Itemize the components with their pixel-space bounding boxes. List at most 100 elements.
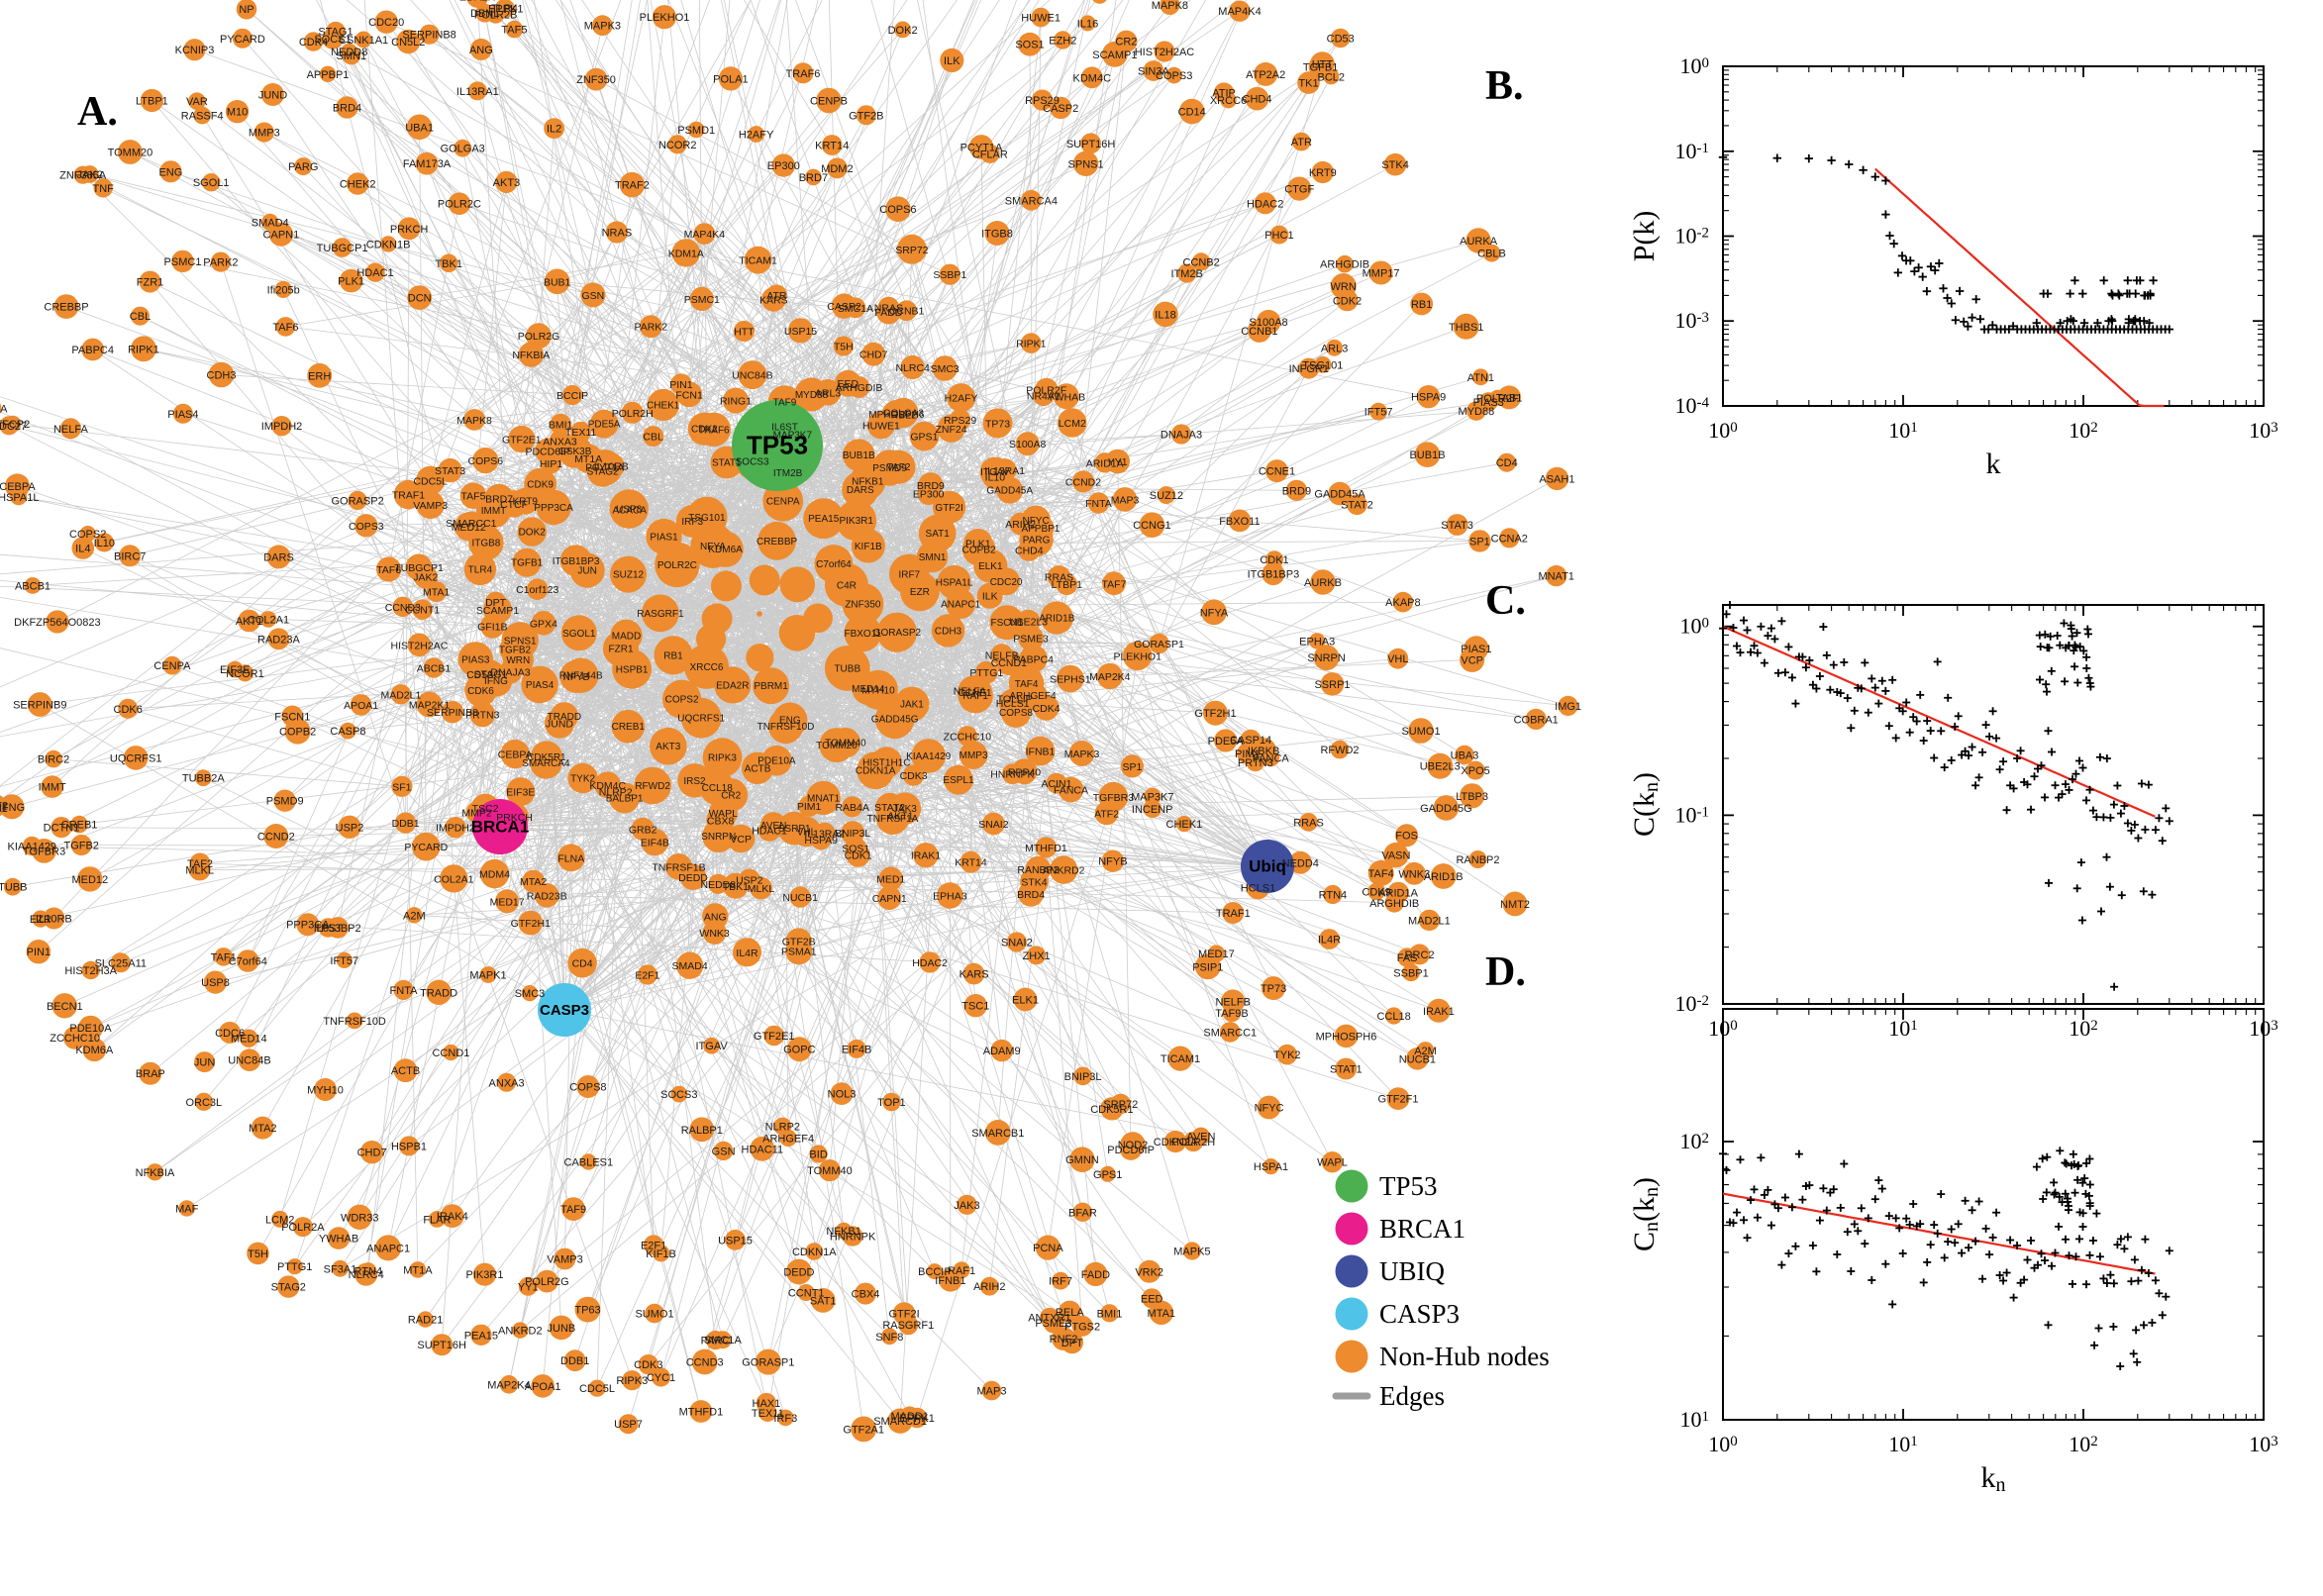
- svg-text:ITGAV: ITGAV: [980, 467, 1010, 478]
- svg-text:MAP4K4: MAP4K4: [684, 229, 726, 241]
- svg-text:CDK2: CDK2: [1333, 295, 1362, 307]
- svg-text:MAPK5: MAPK5: [1173, 1247, 1210, 1258]
- svg-text:ITGAV: ITGAV: [695, 1041, 728, 1052]
- svg-text:CTGF: CTGF: [1284, 184, 1314, 196]
- svg-text:ACACA: ACACA: [612, 505, 647, 516]
- svg-text:JUN: JUN: [577, 566, 596, 577]
- svg-text:MYH10: MYH10: [307, 1085, 344, 1097]
- svg-text:BMI1: BMI1: [549, 420, 573, 432]
- svg-text:NFYA: NFYA: [1200, 607, 1229, 619]
- svg-text:NFYB: NFYB: [563, 672, 590, 683]
- svg-text:CREBBP: CREBBP: [44, 302, 88, 314]
- svg-text:JUND: JUND: [258, 90, 287, 102]
- svg-text:MTA1: MTA1: [423, 587, 450, 599]
- svg-text:S100A8: S100A8: [1009, 439, 1047, 450]
- svg-text:PIM1: PIM1: [1235, 748, 1261, 760]
- svg-text:ITGB1BP3: ITGB1BP3: [553, 556, 600, 567]
- svg-text:GPS1: GPS1: [1093, 1169, 1122, 1181]
- svg-text:PSMD1: PSMD1: [677, 125, 715, 137]
- svg-text:CCNE1: CCNE1: [1259, 466, 1295, 478]
- svg-text:IL16: IL16: [1077, 18, 1098, 30]
- svg-text:NEDD8: NEDD8: [331, 47, 367, 58]
- svg-text:POLR2C: POLR2C: [657, 560, 697, 571]
- svg-text:HUWE1: HUWE1: [862, 420, 900, 432]
- svg-text:IL18: IL18: [1155, 309, 1175, 321]
- svg-text:BUB1B: BUB1B: [843, 450, 875, 461]
- svg-text:SUZ12: SUZ12: [1150, 490, 1183, 502]
- svg-text:BRCA1: BRCA1: [471, 818, 530, 837]
- svg-text:IL6ST: IL6ST: [314, 923, 344, 935]
- svg-text:DDB1: DDB1: [392, 818, 420, 830]
- svg-text:USP15: USP15: [718, 1235, 753, 1247]
- svg-text:KIAA1429: KIAA1429: [906, 751, 951, 762]
- svg-text:NLRC4: NLRC4: [349, 1269, 384, 1281]
- svg-text:IMPDH2: IMPDH2: [261, 421, 303, 433]
- svg-text:TOMM40: TOMM40: [825, 739, 866, 749]
- svg-text:CDKN1A: CDKN1A: [792, 1247, 837, 1258]
- svg-text:PPP3CA: PPP3CA: [534, 503, 573, 514]
- svg-text:DKFZP564O0823: DKFZP564O0823: [14, 617, 100, 629]
- svg-text:CCNT1: CCNT1: [405, 605, 440, 617]
- svg-text:POLR2F: POLR2F: [1476, 393, 1519, 405]
- svg-text:CDH3: CDH3: [207, 370, 237, 382]
- svg-text:APOA1: APOA1: [344, 700, 378, 712]
- svg-text:HCLS1: HCLS1: [1241, 882, 1275, 894]
- svg-text:GRB2: GRB2: [629, 824, 657, 836]
- svg-text:TOMM40: TOMM40: [807, 1165, 853, 1177]
- svg-text:TOP1: TOP1: [877, 1097, 906, 1109]
- svg-text:BCCIP: BCCIP: [918, 1266, 952, 1278]
- svg-text:VHL: VHL: [1387, 653, 1408, 665]
- svg-text:CDK9: CDK9: [527, 480, 554, 491]
- svg-text:PEA15: PEA15: [808, 514, 840, 525]
- svg-text:PLEKHO1: PLEKHO1: [1113, 650, 1162, 662]
- svg-text:PHC1: PHC1: [1264, 230, 1293, 242]
- svg-text:GORASP1: GORASP1: [1134, 639, 1184, 650]
- svg-text:UQCRFS1: UQCRFS1: [110, 752, 162, 764]
- svg-text:HDAC1: HDAC1: [356, 267, 393, 279]
- svg-text:CHD7: CHD7: [357, 1147, 387, 1159]
- svg-text:MTA1: MTA1: [1148, 1308, 1176, 1320]
- svg-text:GTF2I: GTF2I: [889, 1309, 920, 1321]
- svg-text:CCL18: CCL18: [702, 783, 734, 794]
- svg-text:HNRNPK: HNRNPK: [830, 1232, 876, 1244]
- svg-text:ITGB1BP3: ITGB1BP3: [1248, 569, 1300, 581]
- svg-text:CCND2: CCND2: [1065, 476, 1101, 488]
- svg-text:CBL: CBL: [643, 432, 663, 444]
- svg-text:UNC84B: UNC84B: [732, 370, 772, 382]
- svg-text:TAF9: TAF9: [560, 1204, 586, 1216]
- svg-text:CASP2: CASP2: [827, 301, 861, 313]
- svg-text:BECN1: BECN1: [47, 1001, 83, 1013]
- svg-text:CASP8: CASP8: [330, 726, 365, 738]
- svg-text:PSMD9: PSMD9: [266, 796, 304, 808]
- svg-text:PSMD9: PSMD9: [872, 463, 907, 474]
- svg-text:APOA1: APOA1: [525, 1381, 561, 1393]
- svg-text:LCM2: LCM2: [265, 1214, 294, 1226]
- svg-text:PTTG1: PTTG1: [277, 1261, 312, 1273]
- svg-text:CDK5R1: CDK5R1: [527, 752, 566, 763]
- svg-text:TAF5: TAF5: [501, 25, 527, 37]
- svg-text:ANXA3: ANXA3: [489, 1077, 525, 1089]
- svg-text:SGOL1: SGOL1: [193, 177, 230, 189]
- svg-text:ELK1: ELK1: [978, 561, 1003, 572]
- svg-text:AURKA: AURKA: [1460, 236, 1498, 248]
- svg-text:TSG101: TSG101: [1302, 359, 1343, 371]
- svg-text:SOCS3: SOCS3: [660, 1089, 697, 1101]
- svg-text:MAPK3: MAPK3: [1064, 748, 1100, 760]
- svg-text:GOLGA3: GOLGA3: [441, 144, 485, 155]
- svg-text:MED17: MED17: [490, 896, 525, 908]
- svg-text:AKT3: AKT3: [656, 742, 680, 752]
- svg-text:TAF6: TAF6: [376, 564, 401, 576]
- svg-text:RASGRF1: RASGRF1: [882, 1320, 934, 1332]
- svg-text:CD4: CD4: [572, 958, 593, 970]
- svg-text:RIPK3: RIPK3: [708, 753, 737, 764]
- svg-text:BALBP1: BALBP1: [606, 793, 644, 804]
- svg-text:SPNS1: SPNS1: [504, 636, 537, 647]
- svg-text:CDK3: CDK3: [900, 770, 928, 782]
- svg-text:PSMC1: PSMC1: [684, 294, 720, 306]
- svg-text:HUWE1: HUWE1: [1021, 13, 1060, 25]
- svg-text:SSBP1: SSBP1: [933, 269, 966, 281]
- svg-text:KDM6A: KDM6A: [708, 545, 743, 555]
- svg-text:ATF2: ATF2: [1094, 808, 1119, 820]
- svg-text:E2F1: E2F1: [641, 1240, 666, 1251]
- svg-text:CENPA: CENPA: [766, 497, 800, 508]
